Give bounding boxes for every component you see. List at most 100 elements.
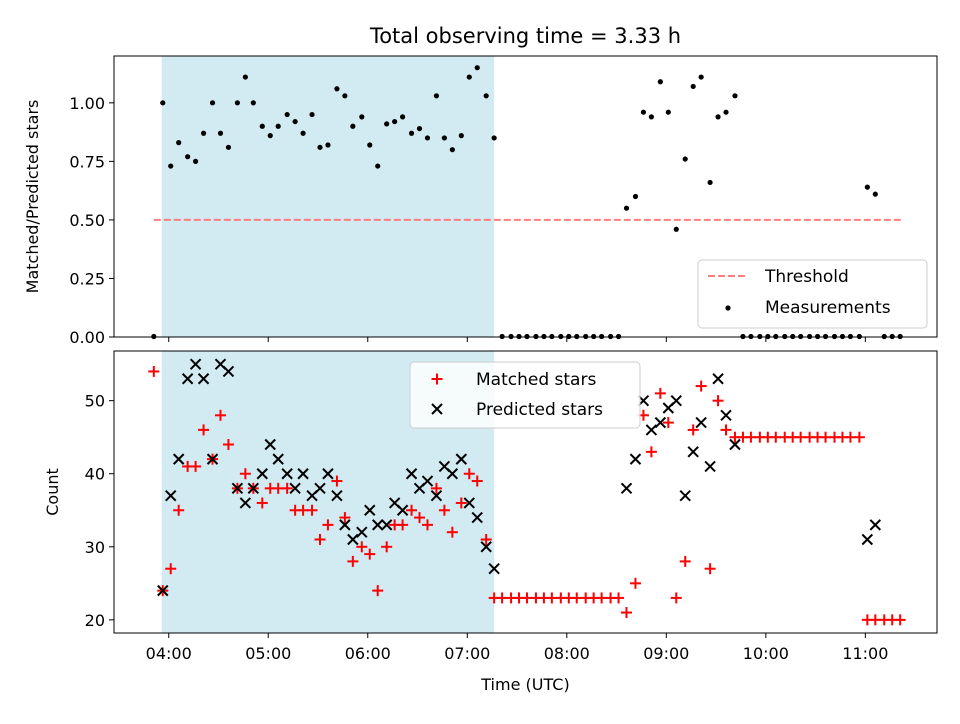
predicted-star-point	[322, 468, 334, 480]
bottom-y-axis: 20 30 40 50	[85, 392, 114, 630]
measurement-point	[449, 147, 455, 153]
measurement-point	[176, 140, 182, 146]
bottom-y-tick-label: 40	[85, 465, 105, 484]
predicted-star-point	[695, 416, 707, 429]
predicted-star-point	[339, 519, 351, 531]
measurement-point	[342, 93, 348, 99]
matched-star-point	[654, 387, 666, 399]
measurement-point	[491, 135, 497, 141]
legend-measurements-swatch	[725, 305, 731, 311]
observing-window-shade	[161, 56, 495, 337]
predicted-star-point	[172, 453, 185, 465]
measurement-point	[300, 130, 306, 136]
predicted-star-point	[231, 482, 244, 495]
measurement-point	[665, 109, 671, 115]
predicted-star-point	[272, 453, 284, 465]
matched-star-point	[430, 482, 442, 494]
bottom-panel: 20 30 40 50 04:00 05:00 06:00 07:00 08:00 09:00 1…	[43, 350, 938, 694]
measurement-point	[690, 83, 696, 90]
measurement-point	[325, 142, 331, 148]
measurement-point	[384, 121, 390, 127]
chart-title: Total observing time = 3.33 h	[369, 24, 681, 48]
matched-star-point	[331, 475, 343, 487]
matched-star-point	[372, 585, 384, 597]
matched-star-point	[704, 563, 716, 575]
matched-star-point	[198, 424, 210, 436]
measurement-point	[250, 100, 256, 106]
matched-star-point	[414, 512, 426, 524]
measurement-point	[632, 193, 639, 200]
predicted-star-point	[455, 453, 468, 465]
measurement-point	[416, 125, 423, 132]
matched-star-point	[314, 533, 326, 545]
x-axis-label: Time (UTC)	[480, 675, 569, 694]
matched-star-point	[480, 533, 492, 545]
predicted-star-point	[281, 468, 293, 480]
matched-star-point	[662, 417, 674, 429]
predicted-star-point	[189, 358, 202, 370]
measurement-point	[399, 114, 406, 120]
measurement-point	[317, 144, 323, 150]
measurement-point	[168, 163, 174, 169]
predicted-star-point	[869, 519, 882, 531]
bottom-y-tick-label: 50	[85, 392, 105, 411]
predicted-star-point	[197, 373, 210, 385]
predicted-star-point	[471, 511, 483, 524]
measurement-point	[732, 93, 738, 99]
matched-star-point	[853, 431, 865, 443]
matched-star-point	[471, 475, 483, 487]
predicted-star-point	[380, 519, 393, 531]
matched-star-point	[173, 504, 185, 516]
matched-star-point	[347, 555, 359, 567]
matched-star-point	[281, 482, 293, 494]
measurement-point	[367, 142, 373, 148]
bottom-x-axis: 04:00 05:00 06:00 07:00 08:00 09:00 10:00 11:00	[146, 633, 888, 663]
measurement-point	[707, 179, 713, 186]
matched-star-point	[406, 504, 418, 516]
top-y-tick-label: 1.00	[69, 94, 105, 113]
predicted-star-point	[206, 453, 219, 465]
x-tick-label: 09:00	[643, 644, 689, 663]
predicted-star-point	[861, 533, 874, 546]
predicted-star-point	[165, 489, 177, 502]
measurement-point	[375, 163, 381, 169]
matched-star-point	[397, 519, 409, 531]
predicted-star-point	[264, 438, 276, 451]
predicted-star-point	[331, 489, 343, 502]
predicted-star-point	[488, 563, 500, 575]
measurement-point	[458, 133, 464, 139]
x-tick-label: 06:00	[345, 644, 391, 663]
measurement-point	[483, 93, 489, 99]
matched-star-point	[438, 504, 450, 516]
predicted-star-point	[480, 541, 492, 553]
measurement-point	[185, 154, 191, 160]
matched-star-point	[712, 395, 724, 407]
matched-star-point	[356, 541, 368, 553]
top-y-axis: 0.00 0.25 0.50 0.75 1.00	[69, 94, 114, 347]
x-tick-label: 10:00	[743, 644, 789, 663]
measurement-point	[441, 135, 447, 141]
predicted-star-point	[446, 468, 459, 480]
measurement-point	[424, 135, 431, 141]
top-plot-area	[151, 56, 903, 340]
matched-star-point	[214, 409, 226, 421]
matched-star-point	[670, 592, 682, 604]
predicted-star-point	[239, 497, 252, 509]
bottom-legend: Matched stars Predicted stars	[409, 361, 641, 429]
measurement-point	[657, 79, 663, 85]
measurement-point	[715, 114, 721, 120]
measurement-point	[673, 226, 679, 232]
measurement-point	[193, 158, 199, 164]
measurement-point	[698, 74, 704, 80]
matched-star-point	[222, 439, 234, 451]
predicted-star-point	[347, 533, 359, 546]
measurement-point	[259, 123, 265, 129]
predicted-star-point	[670, 394, 682, 407]
matched-star-point	[455, 497, 467, 509]
predicted-star-point	[405, 468, 418, 480]
measurement-point	[474, 65, 480, 71]
matched-star-point	[239, 468, 251, 480]
matched-star-point	[463, 468, 475, 480]
measurement-point	[292, 118, 298, 125]
predicted-star-point	[729, 438, 741, 451]
